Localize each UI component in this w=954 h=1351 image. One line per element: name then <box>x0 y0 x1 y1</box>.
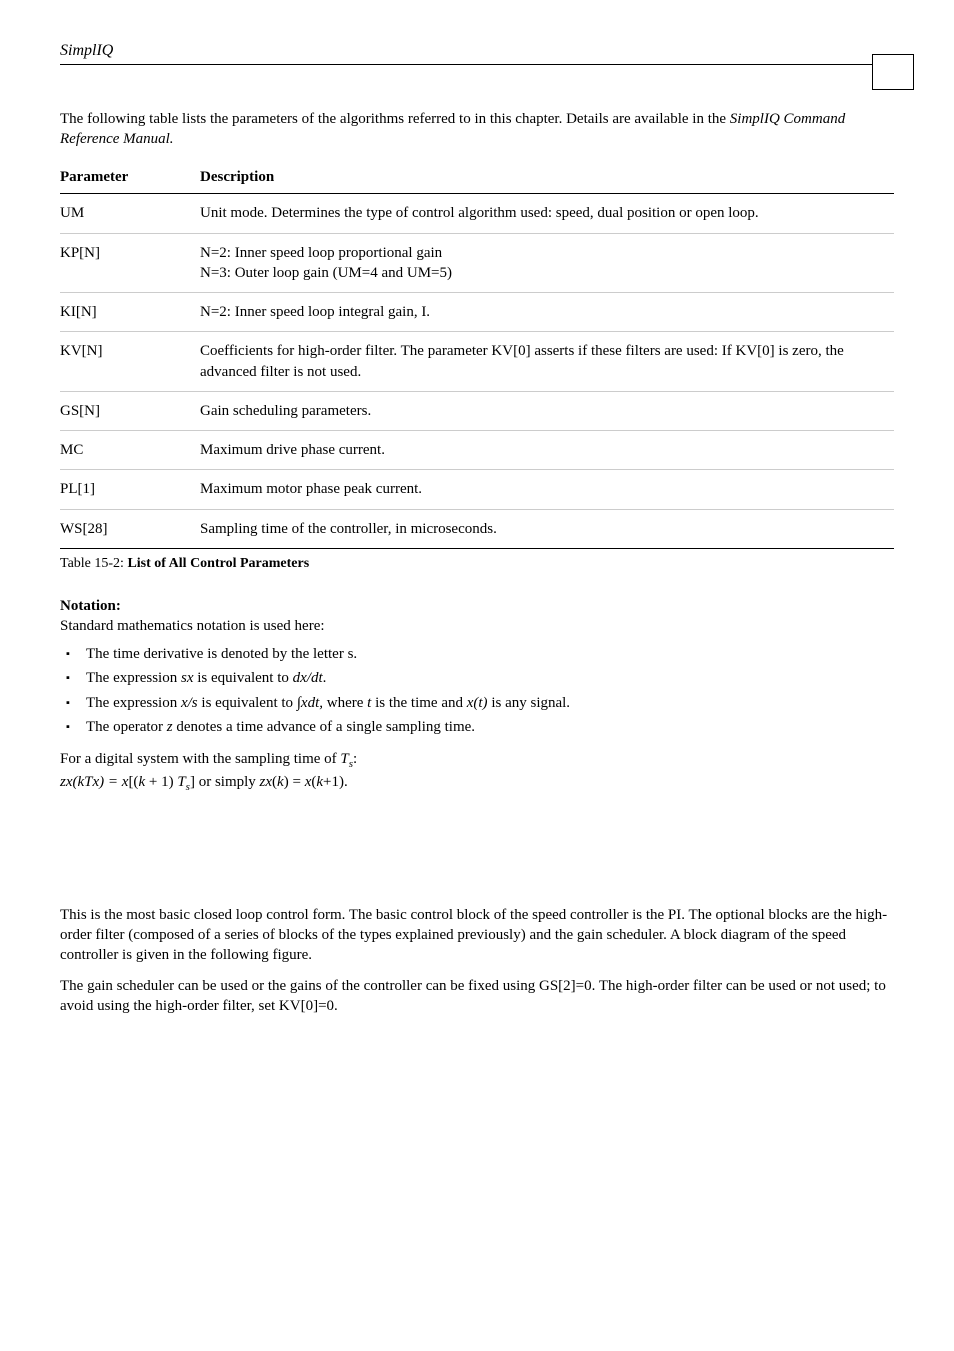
bullet-text: is the time and <box>371 695 466 711</box>
param-desc: Maximum drive phase current. <box>200 431 894 470</box>
digital-system-line1: For a digital system with the sampling t… <box>60 749 894 795</box>
param-name: UM <box>60 194 200 233</box>
bullet-text: is any signal. <box>488 695 571 711</box>
table-caption: Table 15-2: List of All Control Paramete… <box>60 555 894 574</box>
list-item: The time derivative is denoted by the le… <box>86 642 894 666</box>
text: ) = <box>284 774 305 790</box>
intro-text-a: The following table lists the parameters… <box>60 111 730 127</box>
intro-paragraph: The following table lists the parameters… <box>60 109 894 150</box>
notation-heading: Notation: <box>60 596 894 616</box>
header-title: SimplIQ <box>60 42 113 59</box>
table-row: UM Unit mode. Determines the type of con… <box>60 194 894 233</box>
param-desc: Maximum motor phase peak current. <box>200 470 894 509</box>
table-row: GS[N] Gain scheduling parameters. <box>60 391 894 430</box>
param-name: KI[N] <box>60 293 200 332</box>
th-description: Description <box>200 161 894 194</box>
text: [( <box>128 774 138 790</box>
body-paragraph-1: This is the most basic closed loop contr… <box>60 905 894 966</box>
table-row: PL[1] Maximum motor phase peak current. <box>60 470 894 509</box>
parameters-table: Parameter Description UM Unit mode. Dete… <box>60 161 894 549</box>
bullet-ital: x(t) <box>467 695 488 711</box>
bullet-text: where <box>323 695 367 711</box>
caption-prefix: Table 15-2: <box>60 556 127 571</box>
param-name: GS[N] <box>60 391 200 430</box>
th-parameter: Parameter <box>60 161 200 194</box>
text: For a digital system with the sampling t… <box>60 751 340 767</box>
notation-list: The time derivative is denoted by the le… <box>60 642 894 739</box>
bullet-text: is equivalent to <box>198 695 297 711</box>
param-desc: Sampling time of the controller, in micr… <box>200 509 894 548</box>
caption-title: List of All Control Parameters <box>127 556 309 571</box>
table-row: WS[28] Sampling time of the controller, … <box>60 509 894 548</box>
param-name: PL[1] <box>60 470 200 509</box>
ital: T <box>340 751 348 767</box>
bullet-text: . <box>323 670 327 686</box>
list-item: The operator z denotes a time advance of… <box>86 715 894 739</box>
param-desc: Gain scheduling parameters. <box>200 391 894 430</box>
text: ] or simply <box>190 774 260 790</box>
bullet-text: The operator <box>86 719 167 735</box>
body-paragraph-2: The gain scheduler can be used or the ga… <box>60 976 894 1017</box>
bullet-text: The expression <box>86 670 181 686</box>
table-row: KV[N] Coefficients for high-order filter… <box>60 332 894 392</box>
header-corner-box <box>872 54 914 90</box>
bullet-ital: sx <box>181 670 194 686</box>
page-header: SimplIQ <box>60 40 894 65</box>
table-row: KI[N] N=2: Inner speed loop integral gai… <box>60 293 894 332</box>
param-name: KV[N] <box>60 332 200 392</box>
ital: zx <box>260 774 273 790</box>
bullet-ital: dx/dt <box>293 670 323 686</box>
ital: k <box>277 774 284 790</box>
param-desc: N=2: Inner speed loop integral gain, I. <box>200 293 894 332</box>
param-name: WS[28] <box>60 509 200 548</box>
spacer <box>60 805 894 895</box>
text: +1). <box>323 774 348 790</box>
bullet-text: is equivalent to <box>193 670 292 686</box>
notation-lead: Standard mathematics notation is used he… <box>60 616 894 636</box>
param-desc: N=2: Inner speed loop proportional gain … <box>200 233 894 293</box>
bullet-text: The time derivative is denoted by the le… <box>86 646 357 662</box>
text: + 1) <box>145 774 177 790</box>
bullet-text: The expression <box>86 695 181 711</box>
param-name: MC <box>60 431 200 470</box>
ital: T <box>177 774 185 790</box>
list-item: The expression x/s is equivalent to ∫xdt… <box>86 691 894 715</box>
param-desc: Coefficients for high-order filter. The … <box>200 332 894 392</box>
param-name: KP[N] <box>60 233 200 293</box>
bullet-ital: ∫xdt, <box>297 695 323 711</box>
param-desc: Unit mode. Determines the type of contro… <box>200 194 894 233</box>
text: : <box>353 751 357 767</box>
ital: zx(kTx) = x <box>60 774 128 790</box>
table-row: MC Maximum drive phase current. <box>60 431 894 470</box>
table-row: KP[N] N=2: Inner speed loop proportional… <box>60 233 894 293</box>
bullet-text: denotes a time advance of a single sampl… <box>173 719 475 735</box>
bullet-ital: x/s <box>181 695 198 711</box>
list-item: The expression sx is equivalent to dx/dt… <box>86 666 894 690</box>
